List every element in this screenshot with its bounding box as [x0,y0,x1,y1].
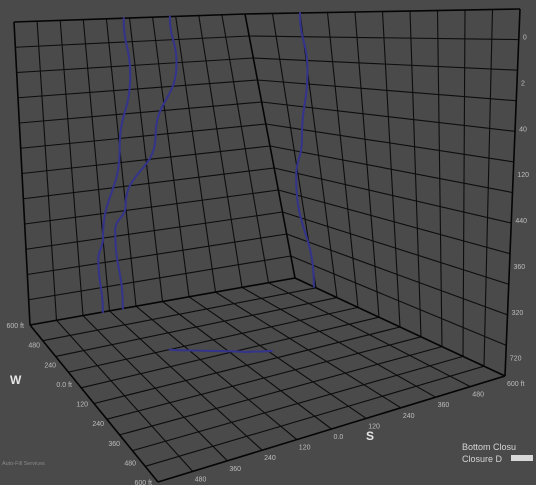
left-wall-horizontal-gridline [27,233,287,276]
frame-edge [294,277,506,377]
frame-edge [504,8,521,377]
right-wall-horizontal-gridline [253,57,518,71]
left-wall-horizontal-gridline [19,101,262,124]
well-path-4 [168,348,273,354]
w-tick-label: 240 [92,421,104,428]
right-wall-horizontal-gridline [257,79,517,102]
box-frame [13,8,521,483]
floor-gridline-w [42,287,317,342]
tvd-tick-label: 320 [512,310,524,317]
left-wall-horizontal-gridline [24,189,279,225]
s-tick-label: 240 [264,455,276,462]
w-tick-label: 480 [124,460,136,467]
w-tick-label: 600 ft [6,323,24,330]
w-tick-label: 0.0 ft [56,382,72,389]
left-wall-horizontal-gridline [15,35,250,48]
grid-lines [15,9,519,472]
right-wall-horizontal-gridline [290,255,507,346]
s-tick-label: 360 [229,466,241,473]
tvd-tick-label: 0 [523,35,527,42]
left-wall-horizontal-gridline [20,123,266,149]
frame-edge [244,8,521,15]
tvd-tick-label: 40 [519,126,527,133]
tvd-tick-label: 720 [510,356,522,363]
frame-edge [244,13,296,279]
floor-gridline-w [93,326,401,405]
left-wall-horizontal-gridline [21,145,271,175]
well-path-1 [97,17,132,314]
floor-gridline-w [145,365,485,467]
s-axis-label: S [366,429,374,443]
frame-edge [157,375,506,483]
floor-gridline-w [106,336,422,420]
tvd-tick-label: 2 [521,80,525,87]
tvd-tick-label: 360 [514,264,526,271]
floor-gridline-w [119,346,443,436]
legend-swatch [511,455,533,461]
w-tick-label: 360 [108,441,120,448]
right-wall-horizontal-gridline [274,167,512,224]
frame-edge [13,13,246,23]
w-axis-label: W [10,373,22,387]
frame-edge [13,21,31,326]
legend-item-bottom-closure: Bottom Closu [462,442,516,452]
tvd-tick-label: 440 [515,218,527,225]
floor-gridline-w [81,316,380,389]
frame-edge [29,277,296,326]
legend: Bottom Closu Closure D [462,442,533,464]
well-paths [97,11,315,354]
s-tick-label: 600 ft [507,381,525,388]
s-tick-label: 360 [438,402,450,409]
w-tick-label: 600 ft [134,480,152,485]
tvd-axis-ticks: 0 2 40 120 440 360 320 720 [510,35,529,363]
left-wall-horizontal-gridline [25,211,283,250]
s-tick-label: 240 [403,413,415,420]
w-tick-label: 240 [44,362,56,369]
right-wall-horizontal-gridline [286,233,508,316]
left-wall-horizontal-gridline [28,255,291,301]
right-wall-horizontal-gridline [261,101,516,132]
well-path-3 [295,11,315,288]
s-tick-label: 480 [472,392,484,399]
s-tick-label: 0.0 [334,434,344,441]
well-path-2 [114,15,178,310]
right-wall-horizontal-gridline [278,189,511,255]
left-wall-horizontal-gridline [23,167,275,200]
credit-text: Auto-Fill Services [2,461,45,467]
right-wall-horizontal-gridline [282,211,509,285]
s-tick-label: 120 [368,423,380,430]
tvd-tick-label: 120 [517,172,529,179]
floor-gridline-w [68,306,359,373]
frame-edge [29,324,159,483]
w-tick-label: 480 [28,343,40,350]
right-wall-horizontal-gridline [249,35,519,41]
right-wall-horizontal-gridline [269,145,513,194]
w-axis-ticks: 600 ft 480 240 0.0 ft 120 240 360 480 600 ft [6,323,152,485]
left-wall-horizontal-gridline [17,79,258,99]
w-tick-label: 120 [76,402,88,409]
floor-gridline-w [55,297,338,357]
s-tick-label: 480 [195,476,207,483]
s-tick-label: 120 [299,445,311,452]
legend-item-closure: Closure D [462,454,503,464]
left-wall-horizontal-gridline [16,57,254,74]
floor-gridline-w [132,355,464,452]
right-wall-horizontal-gridline [265,123,514,163]
